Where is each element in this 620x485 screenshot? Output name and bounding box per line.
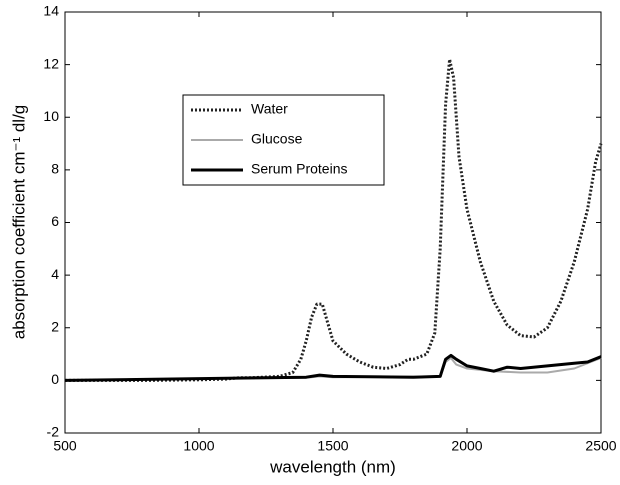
y-axis-label: absorption coefficient cm⁻¹ dl/g <box>9 105 28 340</box>
legend-label: Water <box>251 101 288 117</box>
x-tick-label: 1500 <box>317 438 348 454</box>
series-line <box>64 353 602 382</box>
y-tick-label: 0 <box>51 371 59 387</box>
x-axis-label: wavelength (nm) <box>269 457 396 476</box>
x-tick-label: 500 <box>53 438 77 454</box>
legend-label: Serum Proteins <box>251 161 347 177</box>
y-tick-label: -2 <box>47 424 60 440</box>
y-tick-label: 10 <box>43 108 59 124</box>
y-tick-label: 2 <box>51 318 59 334</box>
y-tick-label: 8 <box>51 161 59 177</box>
y-tick-label: 14 <box>43 3 59 19</box>
x-tick-label: 2000 <box>451 438 482 454</box>
y-tick-label: 6 <box>51 213 59 229</box>
y-tick-label: 4 <box>51 266 59 282</box>
legend-label: Glucose <box>251 131 303 147</box>
y-tick-label: 12 <box>43 55 59 71</box>
x-tick-label: 2500 <box>585 438 616 454</box>
x-tick-label: 1000 <box>183 438 214 454</box>
